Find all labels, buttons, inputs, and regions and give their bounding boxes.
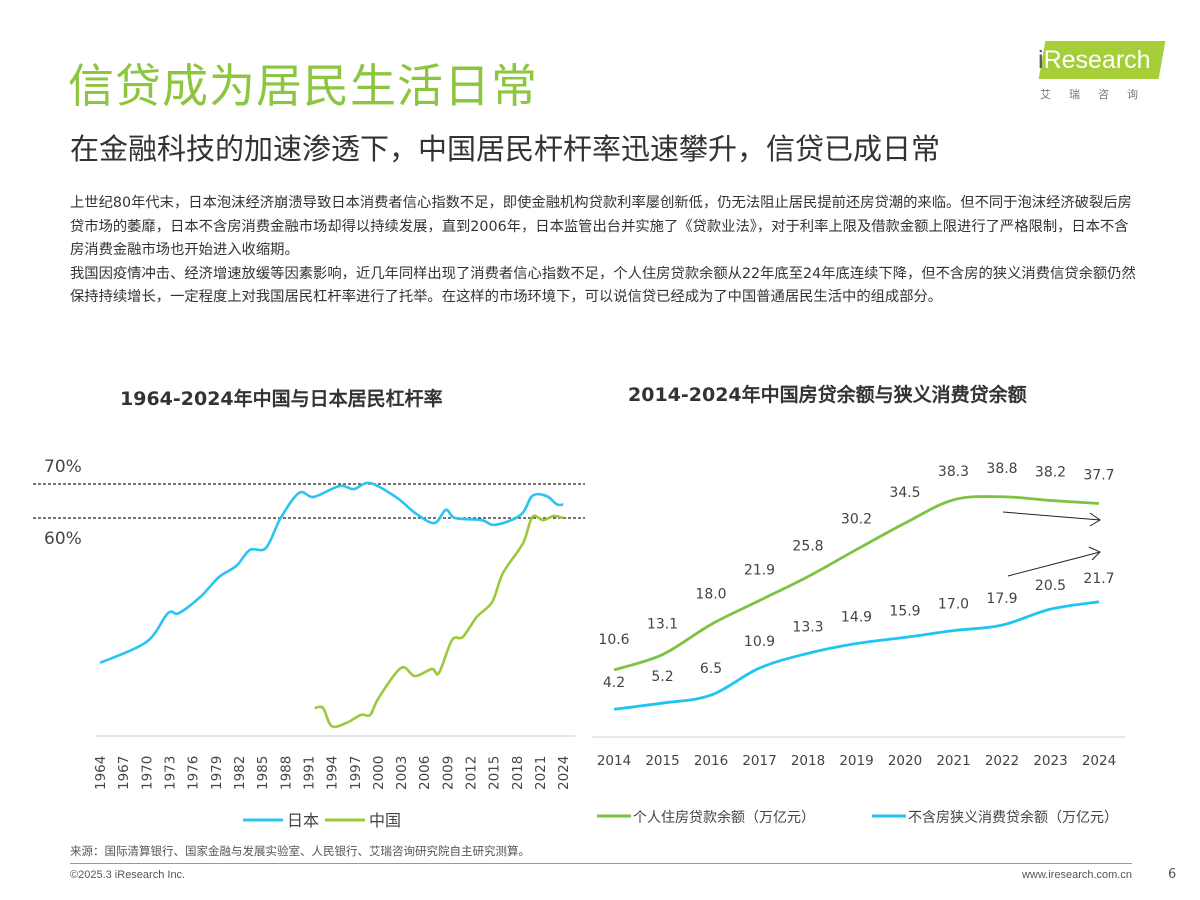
x-tick-label: 2018 xyxy=(510,756,526,790)
x-tick-label: 1970 xyxy=(139,756,155,790)
x-tick-label: 2016 xyxy=(694,753,728,769)
arrow-head-icon xyxy=(1089,512,1101,527)
data-label: 38.3 xyxy=(938,464,969,480)
arrow-up-trend xyxy=(1007,551,1101,577)
logo-cn-text: 艾瑞咨询 xyxy=(1040,88,1156,101)
x-tick-label: 2021 xyxy=(533,756,549,790)
x-tick-label: 2003 xyxy=(394,756,410,790)
x-tick-label: 2006 xyxy=(417,756,433,790)
x-tick-label: 1979 xyxy=(209,756,225,790)
legend-label: 日本 xyxy=(287,811,319,830)
series-line-housing xyxy=(613,495,1100,672)
x-tick-label: 2024 xyxy=(556,756,572,790)
x-tick-label: 1973 xyxy=(162,756,178,790)
data-label: 17.9 xyxy=(986,591,1017,607)
data-label: 13.3 xyxy=(792,619,823,635)
x-tick-label: 2000 xyxy=(371,756,387,790)
data-label: 21.9 xyxy=(744,563,775,579)
source-note: 来源：国际清算银行、国家金融与发展实验室、人民银行、艾瑞咨询研究院自主研究测算。 xyxy=(70,844,530,858)
copyright: ©2025.3 iResearch Inc. xyxy=(70,869,186,881)
data-label: 38.8 xyxy=(986,461,1017,477)
x-tick-label: 2018 xyxy=(791,753,825,769)
x-tick-label: 1982 xyxy=(232,756,248,790)
series-line-china xyxy=(314,514,564,729)
x-tick-label: 1988 xyxy=(278,756,294,790)
x-tick-label: 2019 xyxy=(839,753,873,769)
data-label: 15.9 xyxy=(889,603,920,619)
website-link[interactable]: www.iresearch.com.cn xyxy=(1021,869,1132,881)
series-line-consumer xyxy=(613,600,1100,711)
x-tick-label: 1997 xyxy=(348,756,364,790)
data-label: 30.2 xyxy=(841,512,872,528)
reference-label: 60% xyxy=(44,529,82,549)
arrow-head-icon xyxy=(1088,546,1101,561)
x-tick-label: 2021 xyxy=(936,753,970,769)
x-tick-label: 2017 xyxy=(742,753,776,769)
data-label: 37.7 xyxy=(1083,468,1114,484)
x-tick-label: 1985 xyxy=(255,756,271,790)
data-label: 5.2 xyxy=(651,669,673,685)
x-tick-label: 2024 xyxy=(1082,753,1116,769)
paragraph: 我国因疫情冲击、经济增速放缓等因素影响，近几年同样出现了消费者信心指数不足，个人… xyxy=(70,265,1136,306)
x-tick-label: 2023 xyxy=(1033,753,1067,769)
data-label: 14.9 xyxy=(841,610,872,626)
data-label: 21.7 xyxy=(1083,571,1114,587)
data-label: 17.0 xyxy=(938,597,969,613)
x-tick-label: 2015 xyxy=(645,753,679,769)
x-tick-label: 1991 xyxy=(301,756,317,790)
series-line-japan xyxy=(99,481,564,665)
chart-title-loans: 2014-2024年中国房贷余额与狭义消费贷余额 xyxy=(628,384,1027,406)
x-tick-label: 2020 xyxy=(888,753,922,769)
x-tick-label: 1994 xyxy=(325,756,341,790)
data-label: 6.5 xyxy=(700,661,722,677)
data-label: 10.6 xyxy=(598,632,629,648)
footer-divider xyxy=(70,863,1132,864)
data-label: 18.0 xyxy=(695,586,726,602)
reference-label: 70% xyxy=(44,457,82,477)
x-tick-label: 2009 xyxy=(440,756,456,790)
x-tick-label: 2012 xyxy=(464,756,480,790)
legend-label: 不含房狭义消费贷余额（万亿元） xyxy=(908,809,1118,826)
data-label: 34.5 xyxy=(889,485,920,501)
page-title: 信贷成为居民生活日常 xyxy=(68,59,538,113)
logo-text: iResearch xyxy=(1038,46,1151,74)
x-tick-label: 2015 xyxy=(487,756,503,790)
chart-title-leverage: 1964-2024年中国与日本居民杠杆率 xyxy=(120,388,443,410)
paragraph: 上世纪80年代末，日本泡沫经济崩溃导致日本消费者信心指数不足，即使金融机构贷款利… xyxy=(70,195,1132,258)
data-label: 13.1 xyxy=(647,617,678,633)
x-tick-label: 2014 xyxy=(597,753,631,769)
legend-label: 中国 xyxy=(369,811,401,830)
legend-label: 个人住房贷款余额（万亿元） xyxy=(633,809,815,826)
x-tick-label: 1964 xyxy=(93,756,109,790)
iresearch-logo: iResearch 艾瑞咨询 xyxy=(1030,38,1170,108)
x-tick-label: 1967 xyxy=(116,756,132,790)
body-text: 上世纪80年代末，日本泡沫经济崩溃导致日本消费者信心指数不足，即使金融机构贷款利… xyxy=(70,192,1140,310)
page-number: 6 xyxy=(1168,867,1177,882)
data-label: 4.2 xyxy=(603,675,625,691)
x-tick-label: 2022 xyxy=(985,753,1019,769)
data-label: 20.5 xyxy=(1035,578,1066,594)
data-label: 25.8 xyxy=(792,539,823,555)
arrow-down-trend xyxy=(1002,511,1101,521)
data-label: 10.9 xyxy=(744,634,775,650)
x-tick-label: 1976 xyxy=(186,756,202,790)
page-subtitle: 在金融科技的加速渗透下，中国居民杆杆率迅速攀升，信贷已成日常 xyxy=(70,132,941,166)
data-label: 38.2 xyxy=(1035,464,1066,480)
